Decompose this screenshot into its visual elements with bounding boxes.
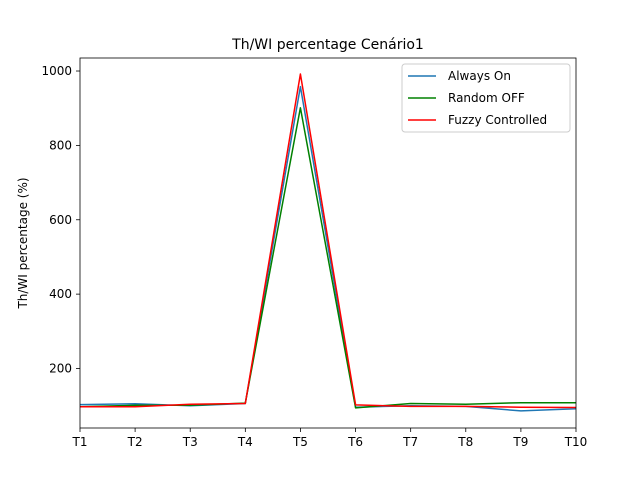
y-tick-label: 600 (49, 213, 72, 227)
legend-box (401, 63, 571, 133)
series-line-2 (79, 107, 576, 409)
x-tick-label: T10 (564, 435, 588, 449)
legend-label: Random OFF (448, 91, 525, 105)
y-tick-label: 1000 (41, 64, 72, 78)
x-tick-label: T2 (127, 435, 143, 449)
x-tick-label: T8 (457, 435, 473, 449)
series-line-1 (79, 85, 577, 412)
x-tick-label: T9 (512, 435, 528, 449)
legend: Always On Random OFF Fuzzy Controlled (401, 63, 571, 133)
y-axis-label: Th/WI percentage (%) (16, 177, 30, 309)
legend-label: Fuzzy Controlled (448, 113, 547, 127)
x-tick-label: T4 (237, 435, 253, 449)
series-layer (79, 73, 577, 412)
x-tick-label: T3 (182, 435, 198, 449)
legend-label: Always On (448, 69, 511, 83)
x-tick-label: T6 (347, 435, 363, 449)
x-tick-label: T1 (72, 435, 88, 449)
y-tick-label: 200 (49, 362, 72, 376)
x-tick-label: T7 (402, 435, 418, 449)
plot-frame (79, 57, 577, 429)
y-tick-label: 800 (49, 138, 72, 152)
y-tick-label: 400 (49, 287, 72, 301)
x-tick-label: T5 (292, 435, 308, 449)
chart-title: Th/WI percentage Cenário1 (231, 37, 424, 53)
series-line-3 (80, 73, 577, 409)
axes-layer: T1 T2 T3 T4 T5 T6 T7 T8 T9 T10 200 400 600 800 1000 (41, 57, 588, 449)
